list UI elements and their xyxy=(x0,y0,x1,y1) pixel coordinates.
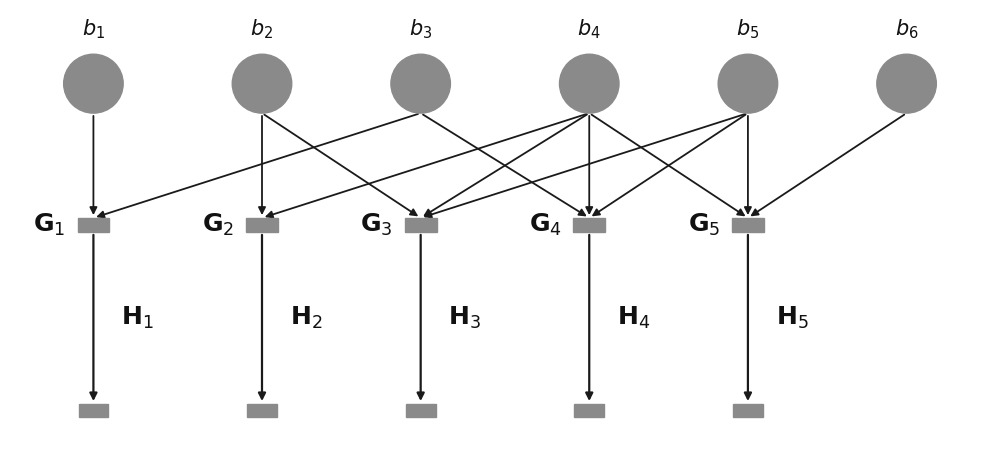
Text: $\mathbf{H}_{3}$: $\mathbf{H}_{3}$ xyxy=(448,305,481,331)
Text: $b_{6}$: $b_{6}$ xyxy=(895,18,918,41)
Ellipse shape xyxy=(391,54,450,113)
FancyBboxPatch shape xyxy=(573,218,605,232)
Text: $\mathbf{H}_{2}$: $\mathbf{H}_{2}$ xyxy=(290,305,322,331)
Text: $b_{5}$: $b_{5}$ xyxy=(736,18,760,41)
FancyBboxPatch shape xyxy=(732,218,764,232)
Text: $\mathbf{H}_{4}$: $\mathbf{H}_{4}$ xyxy=(617,305,650,331)
FancyBboxPatch shape xyxy=(574,404,604,417)
FancyBboxPatch shape xyxy=(247,404,277,417)
Text: $b_{2}$: $b_{2}$ xyxy=(250,18,274,41)
Text: $\mathbf{G}_{3}$: $\mathbf{G}_{3}$ xyxy=(360,212,393,238)
Text: $\mathbf{H}_{1}$: $\mathbf{H}_{1}$ xyxy=(121,305,154,331)
Text: $\mathbf{H}_{5}$: $\mathbf{H}_{5}$ xyxy=(776,305,808,331)
FancyBboxPatch shape xyxy=(406,404,436,417)
Text: $b_{4}$: $b_{4}$ xyxy=(577,18,601,41)
Ellipse shape xyxy=(718,54,778,113)
Text: $\mathbf{G}_{5}$: $\mathbf{G}_{5}$ xyxy=(688,212,720,238)
Text: $\mathbf{G}_{2}$: $\mathbf{G}_{2}$ xyxy=(202,212,234,238)
Text: $\mathbf{G}_{1}$: $\mathbf{G}_{1}$ xyxy=(33,212,66,238)
Ellipse shape xyxy=(232,54,292,113)
FancyBboxPatch shape xyxy=(78,218,109,232)
FancyBboxPatch shape xyxy=(246,218,278,232)
Ellipse shape xyxy=(877,54,936,113)
Ellipse shape xyxy=(64,54,123,113)
FancyBboxPatch shape xyxy=(79,404,108,417)
FancyBboxPatch shape xyxy=(405,218,437,232)
Text: $\mathbf{G}_{4}$: $\mathbf{G}_{4}$ xyxy=(529,212,561,238)
FancyBboxPatch shape xyxy=(733,404,763,417)
Text: $b_{1}$: $b_{1}$ xyxy=(82,18,105,41)
Text: $b_{3}$: $b_{3}$ xyxy=(409,18,432,41)
Ellipse shape xyxy=(560,54,619,113)
